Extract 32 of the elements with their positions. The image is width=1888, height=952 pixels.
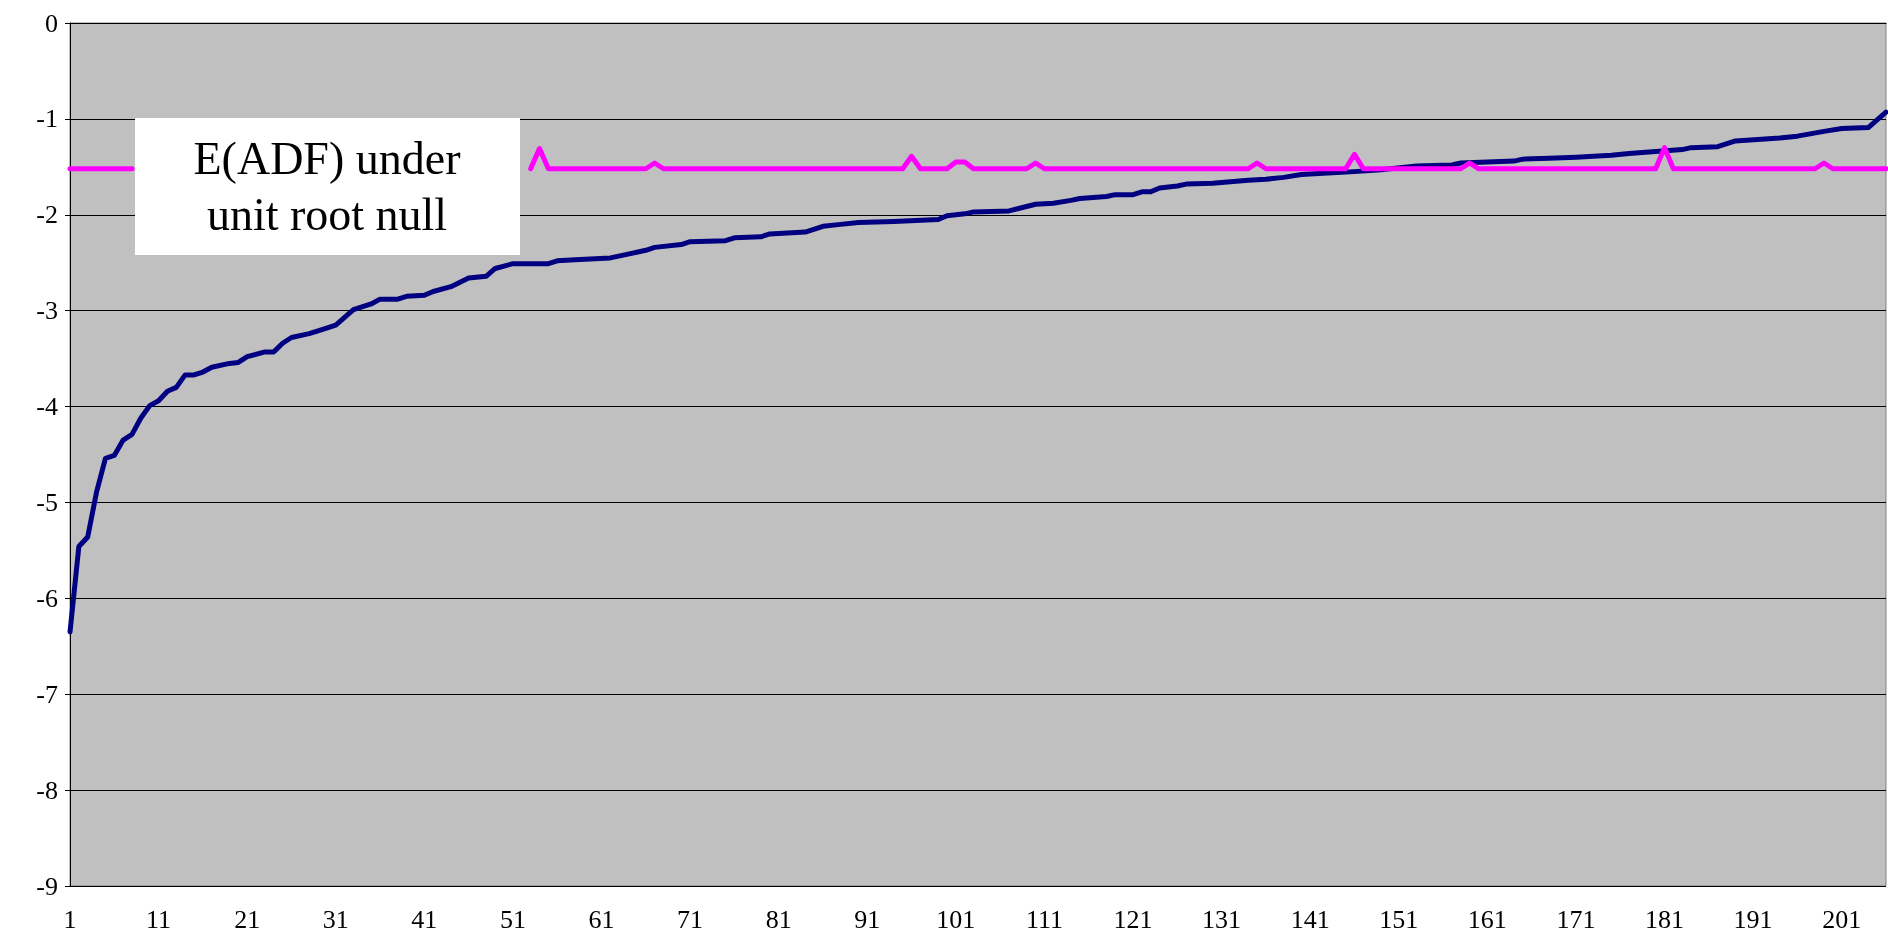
x-tick-label: 141 (1290, 904, 1330, 934)
series-label: E(ADF) under unit root null (193, 132, 461, 240)
y-tick-label: -2 (36, 200, 58, 230)
x-tick-label: 171 (1556, 904, 1596, 934)
x-tick-label: 111 (1025, 904, 1063, 934)
x-tick-label: 121 (1113, 904, 1153, 934)
y-tick-label: -3 (36, 296, 58, 326)
x-tick-label: 161 (1467, 904, 1507, 934)
x-tick-label: 11 (146, 904, 172, 934)
y-tick-label: -4 (36, 392, 58, 422)
x-tick-label: 91 (854, 904, 881, 934)
x-tick-label: 151 (1379, 904, 1419, 934)
y-tick-label: -5 (36, 487, 58, 517)
y-tick-label: -9 (36, 871, 58, 901)
x-tick-label: 131 (1202, 904, 1242, 934)
x-tick-label: 181 (1645, 904, 1685, 934)
x-tick-label: 101 (936, 904, 976, 934)
x-tick-label: 71 (677, 904, 704, 934)
y-tick-label: -7 (36, 679, 58, 709)
y-tick-label: 0 (45, 8, 58, 38)
x-tick-label: 21 (234, 904, 261, 934)
x-tick-label: 81 (765, 904, 792, 934)
x-tick-label: 51 (499, 904, 526, 934)
x-tick-label: 191 (1733, 904, 1773, 934)
x-tick-label: 31 (322, 904, 349, 934)
x-tick-label: 1 (63, 904, 77, 934)
y-tick-label: -1 (36, 104, 58, 134)
x-tick-label: 61 (588, 904, 615, 934)
y-tick-label: -8 (36, 775, 58, 805)
x-tick-label: 201 (1822, 904, 1862, 934)
x-tick-label: 41 (411, 904, 438, 934)
y-tick-label: -6 (36, 583, 58, 613)
